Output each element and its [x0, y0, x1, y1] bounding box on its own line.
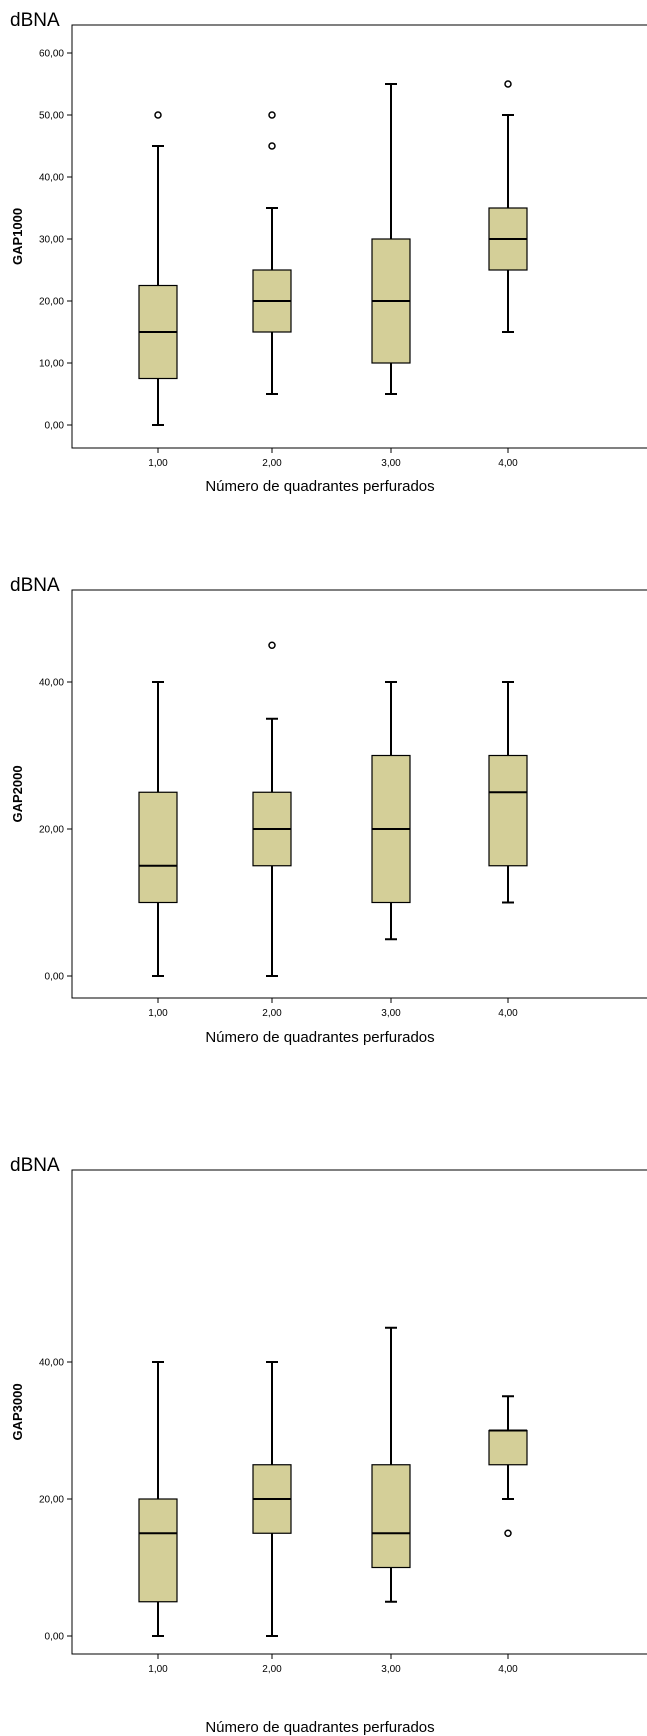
- x-tick-label: 3,00: [381, 458, 401, 469]
- iqr-box: [488, 1429, 528, 1466]
- box-4,00: [488, 1395, 528, 1537]
- box-1,00: [138, 1361, 178, 1637]
- y-tick-label: 0,00: [45, 1632, 65, 1643]
- unit-label: dBNA: [10, 1155, 60, 1176]
- iqr-box: [138, 1498, 178, 1603]
- box-2,00: [252, 111, 292, 395]
- x-axis-title: Número de quadrantes perfurados: [205, 478, 434, 495]
- iqr-box: [488, 754, 528, 867]
- y-axis-title: GAP3000: [10, 1383, 25, 1440]
- x-tick-label: 3,00: [381, 1664, 401, 1675]
- x-tick-label: 3,00: [381, 1008, 401, 1019]
- plot-frame: [71, 1169, 647, 1655]
- y-tick-label: 40,00: [39, 678, 64, 689]
- plot-frame: [71, 589, 647, 999]
- box-4,00: [488, 681, 528, 904]
- outlier-point: [154, 111, 162, 119]
- outlier-point: [268, 111, 276, 119]
- box-3,00: [371, 1326, 411, 1603]
- outlier-point: [504, 1529, 512, 1537]
- unit-label: dBNA: [10, 575, 60, 596]
- x-tick-label: 1,00: [148, 458, 168, 469]
- y-tick-label: 30,00: [39, 235, 64, 246]
- y-tick-label: 0,00: [45, 421, 65, 432]
- x-axis-title: Número de quadrantes perfurados: [205, 1029, 434, 1046]
- box-1,00: [138, 681, 178, 977]
- x-tick-label: 1,00: [148, 1664, 168, 1675]
- chart-gap1000: dBNA 0,00 10,00 20,00 30,00 40,00 50,00 60,00 G…: [0, 0, 647, 520]
- box-2,00: [252, 641, 292, 977]
- iqr-box: [371, 1464, 411, 1569]
- box-4,00: [488, 80, 528, 333]
- box-1,00: [138, 111, 178, 426]
- x-tick-label: 4,00: [498, 458, 518, 469]
- x-tick-label: 4,00: [498, 1664, 518, 1675]
- y-tick-label: 20,00: [39, 297, 64, 308]
- y-tick-label: 50,00: [39, 111, 64, 122]
- y-axis-title: GAP2000: [10, 765, 25, 822]
- box-2,00: [252, 1361, 292, 1637]
- boxplot-svg: 0,00 20,00 40,00 GAP2000 1,00 2,00 3,00 4,00 Núm…: [10, 589, 647, 1046]
- x-tick-label: 2,00: [262, 1008, 282, 1019]
- y-tick-label: 20,00: [39, 825, 64, 836]
- iqr-box: [138, 791, 178, 904]
- boxplot-svg: 0,00 10,00 20,00 30,00 40,00 50,00 60,00 GAP100…: [10, 24, 647, 495]
- x-tick-label: 4,00: [498, 1008, 518, 1019]
- y-tick-label: 40,00: [39, 173, 64, 184]
- chart-gap2000: dBNA 0,00 20,00 40,00 GAP2000 1,00 2,00 3,00 4,…: [0, 565, 647, 1125]
- outlier-point: [504, 80, 512, 88]
- y-tick-label: 10,00: [39, 359, 64, 370]
- y-tick-label: 40,00: [39, 1358, 64, 1369]
- x-axis-title: Número de quadrantes perfurados: [205, 1719, 434, 1736]
- chart-gap3000: dBNA 0,00 20,00 40,00 GAP3000 1,00 2,00 3,00 4,…: [0, 1145, 647, 1736]
- box-3,00: [371, 83, 411, 395]
- x-tick-label: 2,00: [262, 458, 282, 469]
- outlier-point: [268, 142, 276, 150]
- x-tick-label: 2,00: [262, 1664, 282, 1675]
- plot-frame: [71, 24, 647, 449]
- y-tick-label: 60,00: [39, 49, 64, 60]
- y-axis-title: GAP1000: [10, 208, 25, 265]
- box-3,00: [371, 681, 411, 941]
- boxplot-svg: 0,00 20,00 40,00 GAP3000 1,00 2,00 3,00 4,00 Núm…: [10, 1169, 647, 1736]
- outlier-point: [268, 641, 276, 649]
- x-tick-label: 1,00: [148, 1008, 168, 1019]
- y-tick-label: 20,00: [39, 1495, 64, 1506]
- unit-label: dBNA: [10, 10, 60, 31]
- y-tick-label: 0,00: [45, 972, 65, 983]
